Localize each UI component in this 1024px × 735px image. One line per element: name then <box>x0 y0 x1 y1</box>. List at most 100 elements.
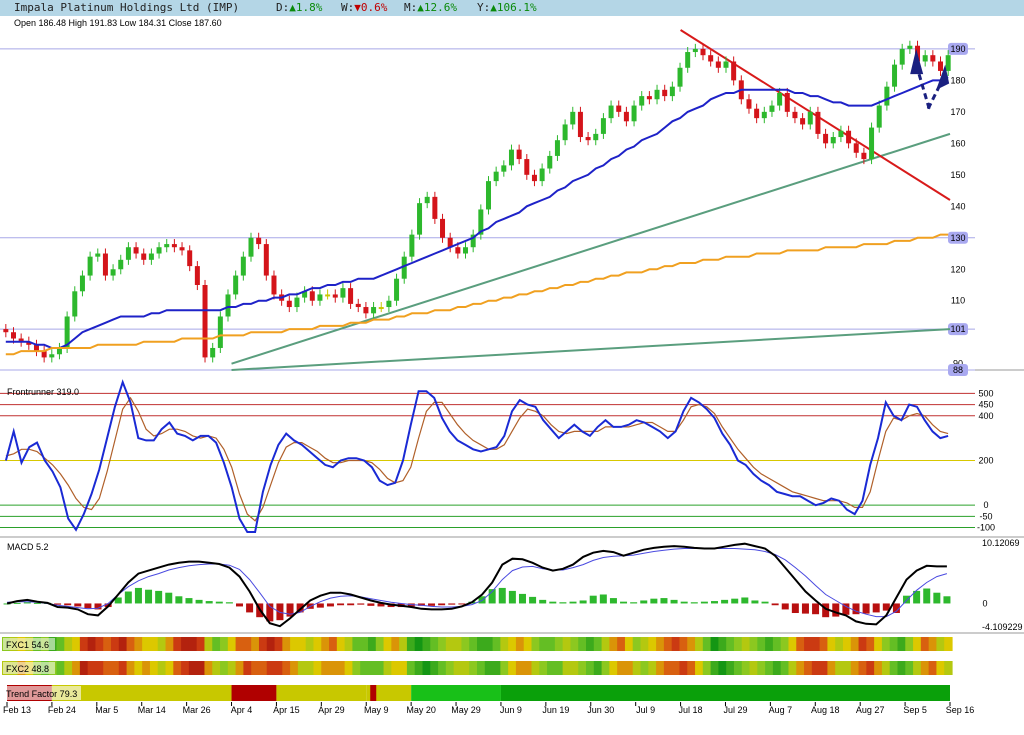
macd-histogram-bar <box>428 603 436 606</box>
macd-histogram-bar <box>771 603 779 606</box>
fxc2-heat-cell <box>266 661 276 675</box>
price-tick-label: 160 <box>950 138 965 148</box>
date-tick-label: May 9 <box>364 705 389 715</box>
fxc2-heat-cell <box>586 661 595 675</box>
fxc2-heat-cell <box>251 661 260 675</box>
macd-histogram-bar <box>812 603 820 615</box>
fxc1-heat-cell <box>95 637 104 651</box>
macd-histogram-bar <box>933 592 941 604</box>
fxc1-heat-cell <box>352 637 361 651</box>
macd-histogram-bar <box>417 603 425 606</box>
macd-histogram-bar <box>498 587 506 604</box>
fxc2-heat-cell <box>336 661 346 675</box>
fxc1-heat-cell <box>321 637 330 651</box>
fxc2-heat-cell <box>663 661 673 675</box>
fxc1-heat-cell <box>796 637 805 651</box>
fxc1-heat-cell <box>469 637 478 651</box>
candle-body <box>41 351 47 358</box>
frontrunner-fast-line <box>4 379 949 533</box>
fxc1-heat-cell <box>780 637 790 651</box>
ma200-line <box>5 233 949 356</box>
candle-body <box>930 55 936 62</box>
macd-min-label: -4.109229 <box>982 622 1023 632</box>
fxc1-heat-cell <box>757 637 766 651</box>
macd-histogram-bar <box>872 603 880 613</box>
fxc1-heat-cell <box>827 637 836 651</box>
macd-histogram-bar <box>751 600 759 604</box>
macd-histogram-bar <box>508 590 516 604</box>
date-tick-label: Sep 16 <box>946 705 975 715</box>
candle-body <box>593 133 599 141</box>
candle-body <box>79 275 85 292</box>
macd-histogram-bar <box>478 596 486 604</box>
fxc2-heat-cell <box>79 661 89 675</box>
fxc2-heat-cell <box>850 661 860 675</box>
stat-month-value: 12.6% <box>423 1 457 14</box>
candle-body <box>876 105 882 128</box>
frontrunner-tick-label: 400 <box>978 411 993 421</box>
macd-histogram-bar <box>529 596 537 604</box>
candle-body <box>715 61 721 68</box>
macd-histogram-bar <box>114 597 122 604</box>
fxc2-heat-cell <box>928 661 938 675</box>
down-arrow-icon: ▼ <box>354 1 361 14</box>
fxc1-heat-cell <box>663 637 673 651</box>
fxc1-heat-cell <box>87 637 97 651</box>
macd-histogram-bar <box>569 601 577 604</box>
candle-body <box>133 247 139 254</box>
macd-max-label: 10.12069 <box>982 538 1020 548</box>
candle-body <box>669 86 675 97</box>
candle-body <box>33 344 39 352</box>
fxc2-heat-cell <box>741 661 751 675</box>
fxc2-heat-cell <box>920 661 930 675</box>
candle-body <box>332 294 338 298</box>
stat-day-label: D: <box>276 1 290 14</box>
fxc2-heat-cell <box>367 661 377 675</box>
fxc1-heat-cell <box>842 637 852 651</box>
fxc2-heat-cell <box>702 661 712 675</box>
macd-histogram-bar <box>13 602 21 604</box>
date-tick-label: May 29 <box>451 705 481 715</box>
frontrunner-tick-label: -100 <box>977 523 995 533</box>
candle-body <box>478 209 484 235</box>
candle-body <box>194 266 200 285</box>
fxc1-heat-cell <box>227 637 237 651</box>
candle-body <box>838 130 844 138</box>
candle-body <box>907 45 913 49</box>
candle-body <box>547 155 553 169</box>
fxc2-heat-cell <box>827 661 836 675</box>
macd-histogram-bar <box>832 603 840 617</box>
fxc1-heat-cell <box>391 637 400 651</box>
fxc2-heat-cell <box>290 661 299 675</box>
candle-body <box>830 137 836 144</box>
fxc1-heat-cell <box>118 637 128 651</box>
price-label-badge <box>948 323 968 336</box>
candle-body <box>485 181 491 210</box>
fxc1-heat-cell <box>811 637 821 651</box>
fxc2-heat-cell <box>111 661 120 675</box>
price-tick-label: 90 <box>953 359 963 369</box>
candle-body <box>179 247 185 251</box>
fxc1-heat-cell <box>889 637 899 651</box>
fxc2-heat-cell <box>414 661 424 675</box>
candle-body <box>95 253 101 257</box>
macd-histogram-bar <box>549 601 557 604</box>
macd-histogram-bar <box>357 603 365 605</box>
fxc2-heat-cell <box>640 661 649 675</box>
macd-histogram-bar <box>923 588 931 604</box>
fxc1-heat-cell <box>79 637 89 651</box>
macd-histogram-bar <box>913 590 921 604</box>
fxc2-heat-cell <box>554 661 564 675</box>
fxc2-heat-cell <box>866 661 875 675</box>
fxc2-heat-cell <box>274 661 283 675</box>
macd-histogram-bar <box>690 602 698 604</box>
fxc2-heat-cell <box>383 661 392 675</box>
fxc2-heat-cell <box>726 661 735 675</box>
trend-factor-segment <box>366 685 412 701</box>
fxc1-heat-cell <box>64 637 73 651</box>
candle-body <box>746 99 752 109</box>
fxc1-heat-cell <box>586 637 595 651</box>
price-label-badge <box>948 231 968 244</box>
macd-histogram-bar <box>276 603 284 621</box>
